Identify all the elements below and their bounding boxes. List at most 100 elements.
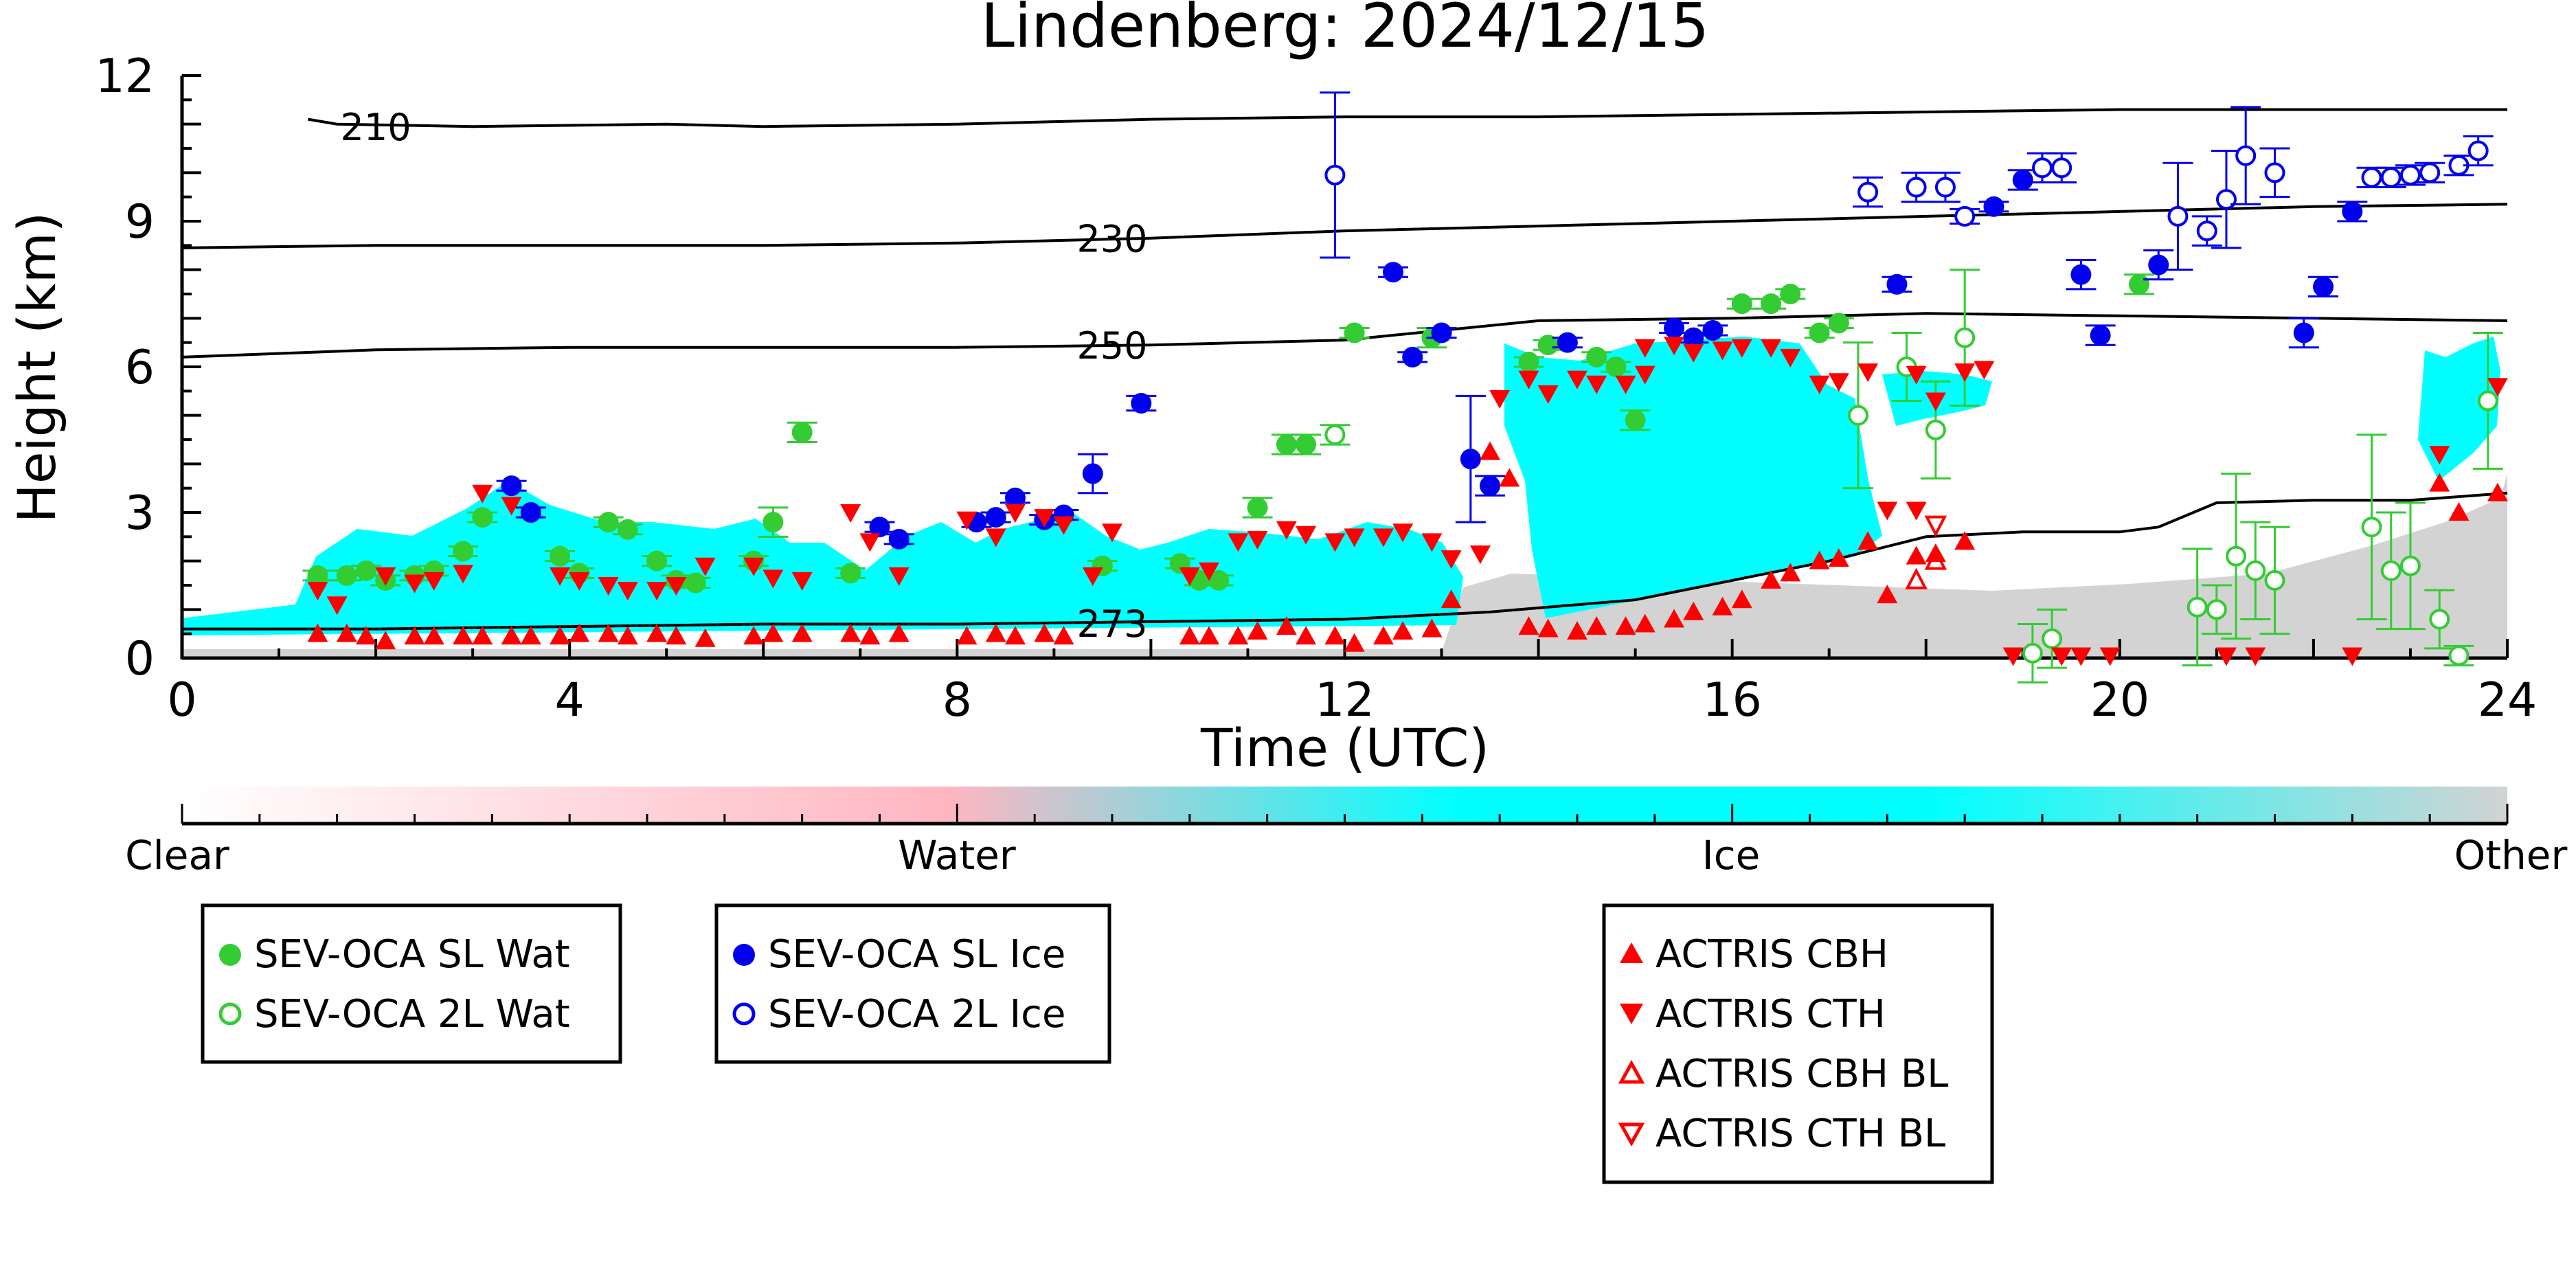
data-point-circle-filled xyxy=(550,545,571,567)
legend-2l-wat-marker xyxy=(218,1002,242,1026)
data-point-triangle-up-filled xyxy=(1906,545,1927,565)
data-point-triangle-down-filled xyxy=(762,569,784,589)
contour-line xyxy=(308,108,2507,128)
data-point-circle-filled xyxy=(1605,357,1627,377)
data-point-triangle-down-filled xyxy=(1954,363,1976,383)
data-point-triangle-up-filled xyxy=(1877,585,1898,604)
data-point-triangle-up-filled xyxy=(666,626,687,645)
legend-sl-wat-label: SEV-OCA SL Wat xyxy=(254,932,570,977)
data-point-triangle-down-filled xyxy=(2342,647,2363,666)
data-point-triangle-up-filled xyxy=(1179,626,1200,645)
data-point-circle-filled xyxy=(617,519,638,540)
data-point-triangle-up-filled xyxy=(1372,626,1394,645)
data-point-triangle-down-filled xyxy=(1004,504,1026,523)
data-point-circle-filled xyxy=(685,572,706,594)
data-point-circle-filled xyxy=(1431,322,1452,343)
data-point-triangle-down-filled xyxy=(1731,339,1752,358)
data-point-circle-filled xyxy=(840,563,861,584)
data-point-triangle-down-filled xyxy=(1421,533,1443,552)
data-point-circle-open xyxy=(2196,221,2217,242)
x-tick-label: 0 xyxy=(167,673,196,727)
data-point-triangle-up-filled xyxy=(1199,626,1220,645)
temperature-contours: 210 230 250 273 xyxy=(181,106,2508,646)
data-point-circle-open xyxy=(2477,390,2498,411)
data-point-triangle-down-filled xyxy=(2051,647,2072,666)
data-point-triangle-up-filled xyxy=(791,623,813,642)
data-point-triangle-down-filled xyxy=(1683,343,1704,363)
data-point-triangle-down-filled xyxy=(375,567,396,586)
data-point-circle-open xyxy=(2419,162,2441,183)
data-point-circle-open xyxy=(2206,599,2227,620)
data-point-circle-open xyxy=(1906,177,1927,198)
data-point-triangle-down-filled xyxy=(859,533,881,552)
data-point-triangle-down-filled xyxy=(791,572,813,591)
data-point-circle-open xyxy=(1925,419,1946,440)
data-point-triangle-down-filled xyxy=(423,572,444,591)
data-point-triangle-down-filled xyxy=(404,574,425,594)
data-point-circle-open xyxy=(2399,164,2421,185)
data-point-triangle-down-filled xyxy=(1857,363,1879,383)
x-axis-label: Time (UTC) xyxy=(1200,717,1489,778)
data-point-triangle-up-filled xyxy=(1780,563,1801,582)
data-point-circle-filled xyxy=(1780,284,1801,304)
legend-sl-ice-marker xyxy=(733,944,755,966)
data-point-circle-filled xyxy=(1460,449,1481,470)
data-point-triangle-up-filled xyxy=(1954,531,1976,550)
data-point-circle-open xyxy=(2215,189,2237,210)
data-point-triangle-down-filled xyxy=(501,497,522,516)
colorbar-ticks xyxy=(181,804,2509,824)
data-point-triangle-up-filled xyxy=(598,623,619,642)
data-point-triangle-up-filled xyxy=(1761,569,1782,589)
x-tick-label: 24 xyxy=(2478,673,2538,727)
data-point-triangle-up-filled xyxy=(550,626,571,645)
data-point-triangle-up-filled xyxy=(985,623,1006,642)
data-point-triangle-down-open xyxy=(1924,515,1947,538)
data-point-triangle-down-filled xyxy=(1247,530,1268,550)
data-point-triangle-up-filled xyxy=(1228,626,1249,645)
data-point-triangle-up-filled xyxy=(1664,609,1685,628)
data-point-triangle-up-filled xyxy=(694,628,716,647)
data-point-circle-open xyxy=(1934,177,1956,198)
data-point-triangle-down-filled xyxy=(1634,339,1656,358)
data-point-circle-filled xyxy=(1664,317,1685,339)
data-point-triangle-down-filled xyxy=(1712,341,1733,361)
data-point-triangle-up-filled xyxy=(1440,589,1462,609)
data-point-circle-filled xyxy=(2012,169,2033,190)
data-point-triangle-up-filled xyxy=(1857,531,1879,550)
contour-line xyxy=(181,312,2508,359)
data-point-circle-open xyxy=(2264,569,2285,591)
data-point-triangle-down-filled xyxy=(1082,567,1103,586)
data-point-triangle-down-filled xyxy=(956,511,978,530)
data-point-circle-filled xyxy=(1557,332,1578,353)
data-marks xyxy=(302,91,2508,683)
data-point-circle-open xyxy=(2467,140,2489,161)
legend-cbh-label: ACTRIS CBH xyxy=(1656,932,1888,977)
y-tick-label: 3 xyxy=(125,486,155,541)
data-point-triangle-down-filled xyxy=(2487,378,2508,397)
data-point-triangle-up-filled xyxy=(375,631,396,650)
data-point-triangle-down-filled xyxy=(453,565,474,584)
legend-water: SEV-OCA SL Wat SEV-OCA 2L Wat xyxy=(201,903,622,1064)
data-point-triangle-up-filled xyxy=(1276,616,1297,635)
y-axis-label: Height (km) xyxy=(6,212,67,523)
data-point-triangle-down-filled xyxy=(1179,567,1200,586)
data-point-circle-filled xyxy=(355,560,376,581)
data-point-triangle-up-filled xyxy=(569,623,590,642)
data-point-triangle-down-filled xyxy=(1567,370,1588,389)
data-point-circle-filled xyxy=(1402,346,1423,368)
data-point-triangle-up-filled xyxy=(1480,441,1501,460)
data-point-circle-open xyxy=(2051,157,2072,179)
data-point-circle-filled xyxy=(985,507,1006,528)
data-point-circle-filled xyxy=(1247,497,1268,518)
data-point-triangle-down-filled xyxy=(985,528,1006,547)
data-point-triangle-down-filled xyxy=(666,577,687,596)
data-point-circle-open xyxy=(1324,424,1346,445)
legend-2l-ice-marker xyxy=(732,1002,756,1026)
data-point-triangle-down-filled xyxy=(1925,392,1946,411)
legend-actris: ACTRIS CBH ACTRIS CTH ACTRIS CBH BL ACTR… xyxy=(1602,903,1994,1184)
contour-label: 250 xyxy=(1076,324,1147,368)
data-point-triangle-down-filled xyxy=(1053,516,1074,535)
data-point-circle-open xyxy=(1857,181,1879,203)
data-point-triangle-down-filled xyxy=(550,567,571,586)
data-point-triangle-down-filled xyxy=(1440,550,1462,569)
